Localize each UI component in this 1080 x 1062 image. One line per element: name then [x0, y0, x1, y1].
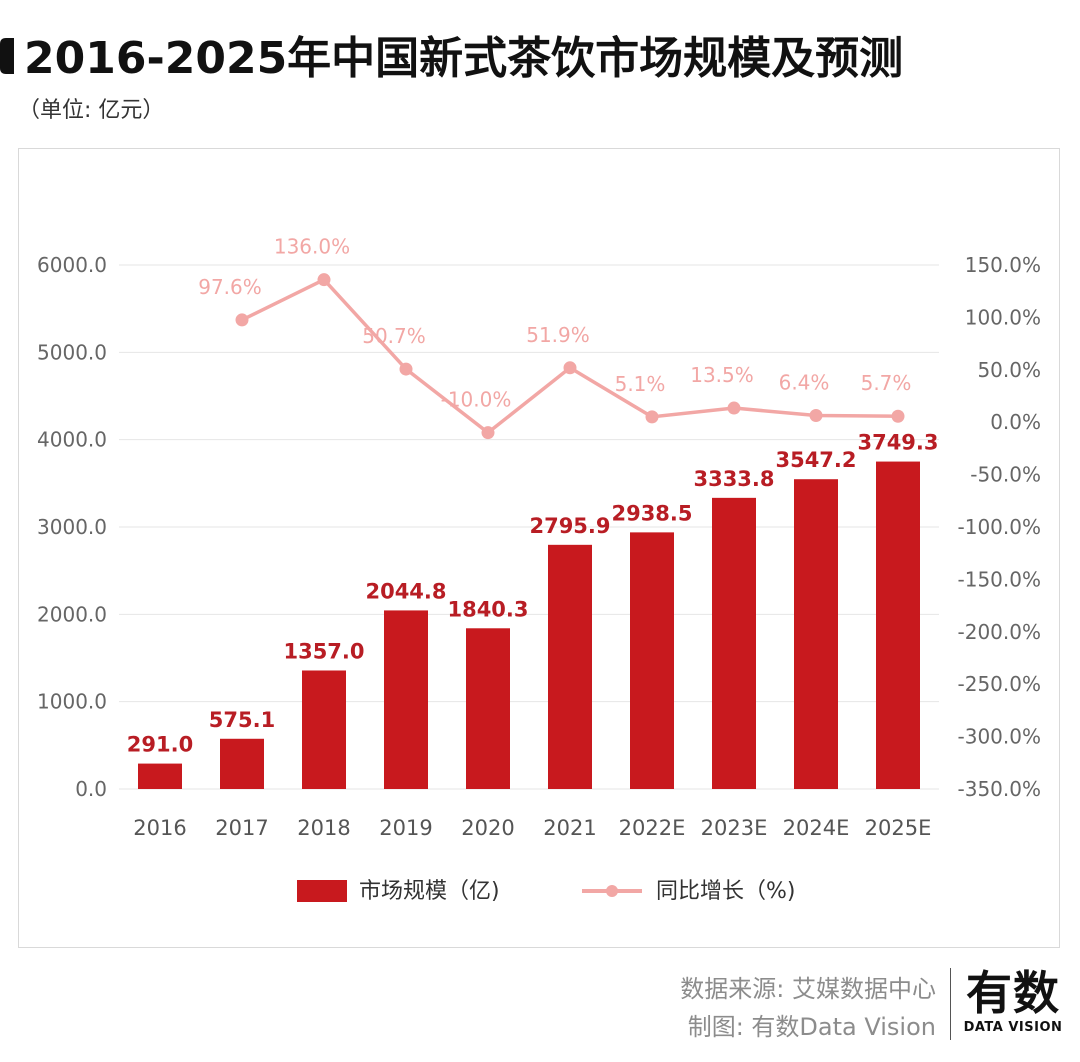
legend-line-label: 同比增长（%) — [656, 879, 796, 904]
bar-value-label: 1840.3 — [447, 597, 528, 621]
x-tick-label: 2021 — [543, 816, 596, 840]
bar-value-label: 3333.8 — [693, 467, 774, 491]
x-tick-label: 2024E — [783, 816, 850, 840]
line-value-label: 97.6% — [198, 275, 262, 299]
left-tick-label: 5000.0 — [37, 340, 107, 364]
bar — [466, 628, 510, 789]
right-tick-label: -250.0% — [958, 672, 1041, 696]
right-tick-label: 0.0% — [990, 410, 1041, 434]
bar-value-label: 3547.2 — [775, 448, 856, 472]
bar-value-label: 291.0 — [127, 733, 193, 757]
left-tick-label: 4000.0 — [37, 428, 107, 452]
right-tick-label: -200.0% — [958, 620, 1041, 644]
x-tick-label: 2019 — [379, 816, 432, 840]
x-tick-label: 2017 — [215, 816, 268, 840]
footer-divider — [950, 968, 951, 1040]
bar — [712, 497, 756, 789]
x-tick-label: 2022E — [619, 816, 686, 840]
legend-bar-label: 市场规模（亿) — [359, 879, 500, 904]
left-tick-label: 6000.0 — [37, 253, 107, 277]
x-tick-label: 2025E — [865, 816, 932, 840]
x-tick-label: 2023E — [701, 816, 768, 840]
left-tick-label: 3000.0 — [37, 515, 107, 539]
bar — [302, 670, 346, 789]
line-point — [317, 273, 331, 287]
bar-value-label: 575.1 — [209, 708, 275, 732]
x-tick-label: 2020 — [461, 816, 514, 840]
legend-line-marker — [606, 885, 618, 897]
gridlines — [119, 264, 939, 790]
line-value-label: 51.9% — [526, 323, 590, 347]
bar — [548, 544, 592, 789]
source-note: 数据来源: 艾媒数据中心 制图: 有数Data Vision — [680, 970, 936, 1046]
left-tick-label: 1000.0 — [37, 690, 107, 714]
right-tick-label: -150.0% — [958, 567, 1041, 591]
line-value-label: -10.0% — [441, 388, 512, 412]
bar-value-label: 1357.0 — [283, 639, 364, 663]
left-tick-label: 2000.0 — [37, 602, 107, 626]
line-point — [727, 401, 741, 415]
line-value-label: 6.4% — [779, 370, 830, 394]
right-tick-label: 150.0% — [965, 253, 1041, 277]
bar — [220, 738, 264, 789]
line-point — [399, 362, 413, 376]
bar — [794, 479, 838, 789]
right-tick-label: -100.0% — [958, 515, 1041, 539]
right-tick-label: -300.0% — [958, 725, 1041, 749]
source-text: 数据来源: 艾媒数据中心 — [680, 975, 936, 1003]
line-value-label: 5.7% — [861, 371, 912, 395]
unit-label: （单位: 亿元） — [18, 98, 165, 123]
legend: 市场规模（亿) 同比增长（%) — [297, 879, 796, 904]
line-point — [645, 410, 659, 424]
line-value-label: 13.5% — [690, 363, 754, 387]
growth-line — [241, 277, 899, 435]
right-tick-label: 50.0% — [977, 358, 1041, 382]
legend-bar-swatch — [297, 880, 347, 902]
line-value-label: 50.7% — [362, 324, 426, 348]
line-point — [563, 361, 577, 375]
x-axis: 2016 2017 2018 2019 2020 2021 2022E 2023E 2024E 2… — [133, 816, 931, 840]
logo-en-text: DATA VISION — [963, 1020, 1063, 1035]
bar — [138, 763, 182, 789]
right-axis: -350.0% -300.0% -250.0% -200.0% -150.0% -100.… — [958, 253, 1041, 801]
bar-value-label: 2795.9 — [529, 514, 610, 538]
x-tick-label: 2016 — [133, 816, 186, 840]
line-value-label: 5.1% — [615, 372, 666, 396]
x-tick-label: 2018 — [297, 816, 350, 840]
bar-value-label: 2044.8 — [365, 579, 446, 603]
bar — [630, 532, 674, 789]
left-axis: 0.0 1000.0 2000.0 3000.0 4000.0 5000.0 6000.0 — [37, 253, 107, 801]
line-point — [891, 409, 905, 423]
right-tick-label: -50.0% — [970, 463, 1041, 487]
bar — [384, 610, 428, 789]
line-point — [809, 408, 823, 422]
line-value-label: 136.0% — [274, 235, 350, 259]
line-series: 97.6% 136.0% 50.7% -10.0% 51.9% 5.1% 13.5% 6.4%… — [198, 235, 911, 440]
bar-value-label: 3749.3 — [857, 431, 938, 455]
title-marker — [0, 38, 14, 74]
chart-area: 0.0 1000.0 2000.0 3000.0 4000.0 5000.0 6000.0 … — [18, 148, 1060, 948]
right-tick-label: -350.0% — [958, 777, 1041, 801]
line-point — [481, 426, 495, 440]
brand-logo: 有数 DATA VISION — [958, 966, 1068, 1036]
left-tick-label: 0.0 — [75, 777, 107, 801]
chart-title: 2016-2025年中国新式茶饮市场规模及预测 — [24, 33, 904, 84]
right-tick-label: 100.0% — [965, 305, 1041, 329]
combo-chart: 0.01000.02000.03000.04000.05000.06000.0 … — [37, 235, 1041, 904]
line-point — [235, 313, 249, 327]
credit-text: 制图: 有数Data Vision — [687, 1013, 936, 1041]
logo-cn-text: 有数 — [966, 966, 1060, 1020]
bar — [876, 461, 920, 789]
bar-value-label: 2938.5 — [611, 501, 692, 525]
